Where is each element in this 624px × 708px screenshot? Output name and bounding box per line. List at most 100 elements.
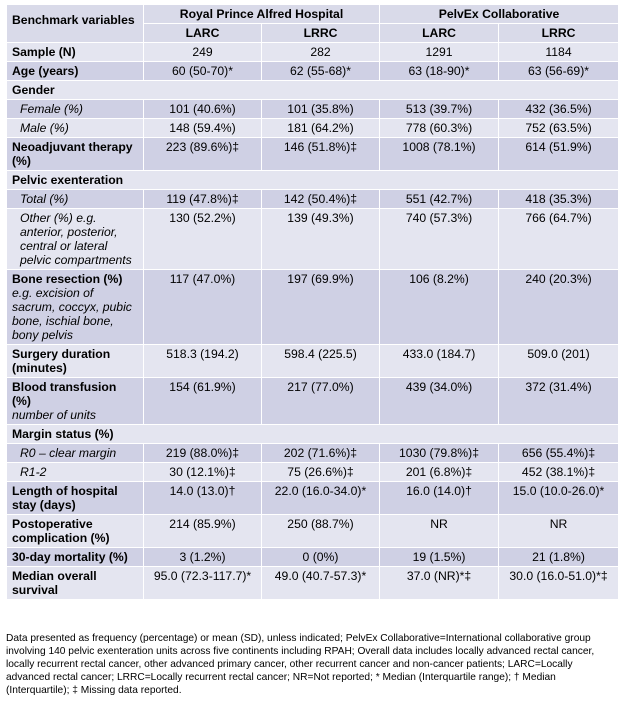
row-label: R1-2	[6, 462, 144, 482]
table-cell: 146 (51.8%)‡	[260, 137, 381, 171]
table-row: Blood transfusion (%) number of units 154 …	[6, 377, 620, 425]
table-footnote: Data presented as frequency (percentage)…	[6, 633, 595, 696]
row-label-text: R1-2	[20, 465, 47, 479]
row-label: Male (%)	[6, 118, 144, 138]
table-cell: 250 (88.7%)	[260, 514, 381, 548]
table-cell: 439 (34.0%)	[379, 377, 500, 425]
table-cell: 509.0 (201)	[498, 344, 620, 378]
table-cell: 217 (77.0%)	[260, 377, 381, 425]
row-label-text: Male (%)	[20, 121, 69, 135]
header-pelvex-larc: LARC	[379, 23, 500, 43]
table-row: Other (%) e.g. anterior, posterior, cent…	[6, 208, 620, 270]
table-row: R1-2 30 (12.1%)‡ 75 (26.6%)‡ 201 (6.8%)‡ 452…	[6, 462, 620, 482]
table-row: R0 – clear margin 219 (88.0%)‡ 202 (71.6%)…	[6, 443, 620, 463]
header-rpah: Royal Prince Alfred Hospital	[142, 4, 381, 24]
row-label: Margin status (%)	[5, 424, 620, 444]
table-row: Gender	[5, 80, 620, 100]
table-cell: 154 (61.9%)	[143, 377, 262, 425]
row-label-subtext: number of units	[12, 408, 97, 422]
table-cell: 139 (49.3%)	[260, 208, 381, 270]
row-label-text: Length of hospital stay (days)	[12, 484, 118, 512]
table-cell: 117 (47.0%)	[143, 269, 262, 345]
table-row: Female (%) 101 (40.6%) 101 (35.8%) 513 (39.…	[6, 99, 620, 119]
table-cell: 62 (55-68)*	[260, 61, 381, 81]
table-row: Margin status (%)	[5, 424, 620, 444]
row-label-subtext: e.g. excision of sacrum, coccyx, pubic b…	[12, 286, 132, 342]
table-cell: 37.0 (NR)*‡	[379, 566, 500, 600]
row-label-text: Age (years)	[12, 64, 79, 78]
row-label-text: Postoperative complication (%)	[12, 517, 110, 545]
row-label: Blood transfusion (%) number of units	[6, 377, 144, 425]
table-cell: 518.3 (194.2)	[143, 344, 262, 378]
table-cell: 21 (1.8%)	[498, 547, 620, 567]
table-cell: 22.0 (16.0-34.0)*	[260, 481, 381, 515]
table-cell: 778 (60.3%)	[379, 118, 500, 138]
benchmark-table: Benchmark variables Royal Prince Alfred …	[5, 4, 620, 600]
row-label-text: Median overall survival	[12, 569, 97, 597]
table-cell: 75 (26.6%)‡	[260, 462, 381, 482]
table-cell: 433.0 (184.7)	[379, 344, 500, 378]
table-cell: 282	[260, 42, 381, 62]
row-label-text: Pelvic exenteration	[12, 173, 124, 187]
table-cell: 197 (69.9%)	[260, 269, 381, 345]
header-benchmark-variables: Benchmark variables	[6, 4, 144, 43]
row-label: Other (%) e.g. anterior, posterior, cent…	[6, 208, 144, 270]
table-cell: 202 (71.6%)‡	[260, 443, 381, 463]
row-label: Gender	[5, 80, 620, 100]
row-label-text: R0 – clear margin	[20, 446, 117, 460]
table-row: Total (%) 119 (47.8%)‡ 142 (50.4%)‡ 551 (42…	[6, 189, 620, 209]
table-row: Median overall survival 95.0 (72.3-117.7)…	[6, 566, 620, 600]
row-label: Age (years)	[6, 61, 144, 81]
table-cell: 130 (52.2%)	[143, 208, 262, 270]
row-label: Total (%)	[6, 189, 144, 209]
table-cell: 201 (6.8%)‡	[379, 462, 500, 482]
table-cell: 119 (47.8%)‡	[143, 189, 262, 209]
table-cell: 452 (38.1%)‡	[498, 462, 620, 482]
table-cell: 49.0 (40.7-57.3)*	[260, 566, 381, 600]
table-row: Neoadjuvant therapy (%) 223 (89.6%)‡ 146 (…	[6, 137, 620, 171]
table-row: Male (%) 148 (59.4%) 181 (64.2%) 778 (60.3%…	[6, 118, 620, 138]
table-cell: 30.0 (16.0-51.0)*‡	[498, 566, 620, 600]
row-label-text: Neoadjuvant therapy (%)	[12, 140, 133, 168]
row-label: Pelvic exenteration	[5, 170, 620, 190]
row-label-text: Surgery duration (minutes)	[12, 347, 111, 375]
row-label: Postoperative complication (%)	[6, 514, 144, 548]
row-label: R0 – clear margin	[6, 443, 144, 463]
row-label-text: Sample (N)	[12, 45, 76, 59]
table-cell: 106 (8.2%)	[379, 269, 500, 345]
row-label-text: Blood transfusion (%)	[12, 380, 117, 408]
header-rpah-lrrc: LRRC	[260, 23, 381, 43]
table-cell: 181 (64.2%)	[260, 118, 381, 138]
header-pelvex: PelvEx Collaborative	[379, 4, 620, 24]
table-cell: 3 (1.2%)	[143, 547, 262, 567]
table-cell: 598.4 (225.5)	[260, 344, 381, 378]
row-label: Sample (N)	[6, 42, 144, 62]
table-cell: 1030 (79.8%)‡	[379, 443, 500, 463]
table-cell: 16.0 (14.0)†	[379, 481, 500, 515]
row-label: Bone resection (%) e.g. excision of sacru…	[6, 269, 144, 345]
table-cell: 240 (20.3%)	[498, 269, 620, 345]
row-label: Length of hospital stay (days)	[6, 481, 144, 515]
table-cell: 30 (12.1%)‡	[143, 462, 262, 482]
row-label-text: Other (%) e.g. anterior, posterior, cent…	[20, 211, 132, 267]
row-label: Neoadjuvant therapy (%)	[6, 137, 144, 171]
header-rpah-larc: LARC	[143, 23, 262, 43]
header-pelvex-lrrc: LRRC	[498, 23, 620, 43]
table-cell: NR	[379, 514, 500, 548]
table-row: Sample (N) 249 282 1291 1184	[6, 42, 620, 62]
table-cell: 60 (50-70)*	[143, 61, 262, 81]
table-cell: 63 (56-69)*	[498, 61, 620, 81]
table-cell: 148 (59.4%)	[143, 118, 262, 138]
table-cell: 101 (40.6%)	[143, 99, 262, 119]
table-cell: 249	[143, 42, 262, 62]
table-cell: 740 (57.3%)	[379, 208, 500, 270]
table-cell: 551 (42.7%)	[379, 189, 500, 209]
table-cell: 418 (35.3%)	[498, 189, 620, 209]
table-cell: 14.0 (13.0)†	[143, 481, 262, 515]
table-cell: 142 (50.4%)‡	[260, 189, 381, 209]
table-body: Sample (N) 249 282 1291 1184 Age (years) 60 (5…	[5, 42, 620, 600]
table-cell: 372 (31.4%)	[498, 377, 620, 425]
row-label: Median overall survival	[6, 566, 144, 600]
table-cell: 766 (64.7%)	[498, 208, 620, 270]
